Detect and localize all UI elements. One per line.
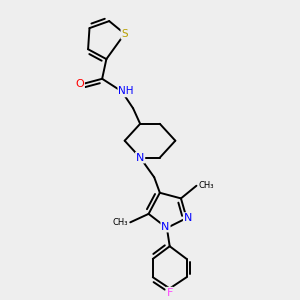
Text: NH: NH — [118, 86, 134, 97]
Text: N: N — [136, 153, 144, 163]
Text: CH₃: CH₃ — [112, 218, 128, 227]
Text: N: N — [184, 213, 192, 223]
Text: F: F — [167, 288, 173, 298]
Text: CH₃: CH₃ — [199, 181, 214, 190]
Text: N: N — [161, 221, 170, 232]
Text: S: S — [122, 29, 128, 39]
Text: O: O — [75, 80, 84, 89]
